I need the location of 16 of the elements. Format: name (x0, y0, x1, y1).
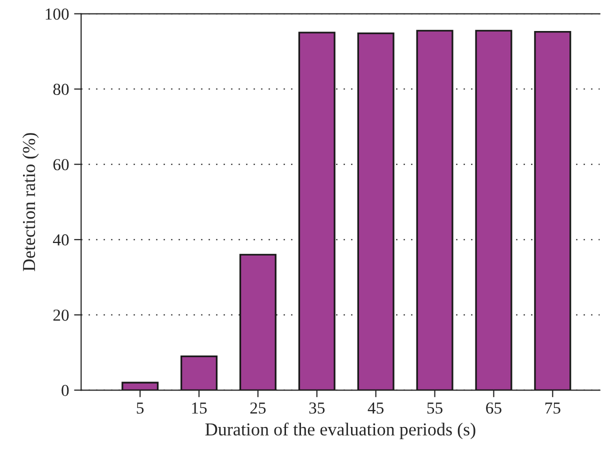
x-tick-label: 45 (368, 402, 384, 414)
y-tick-label: 40 (52, 234, 69, 246)
y-tick-label: 80 (53, 84, 69, 95)
y-tick-label: 100 (46, 8, 69, 20)
x-tick-label: 25 (250, 402, 266, 414)
x-axis-title: Duration of the evaluation periods (s) (205, 422, 476, 440)
x-tick-label: 75 (545, 402, 560, 414)
y-tick-label: 60 (53, 159, 69, 170)
x-tick-label: 15 (192, 402, 207, 414)
x-tick-label: 55 (427, 402, 442, 414)
y-tick-label: 0 (62, 384, 69, 396)
x-tick-label: 35 (309, 402, 325, 414)
y-axis-title: Detection ratio (%) (22, 133, 39, 272)
y-tick-label: 20 (53, 310, 69, 321)
x-tick-label: 5 (136, 402, 144, 414)
x-tick-label: 65 (486, 402, 502, 414)
